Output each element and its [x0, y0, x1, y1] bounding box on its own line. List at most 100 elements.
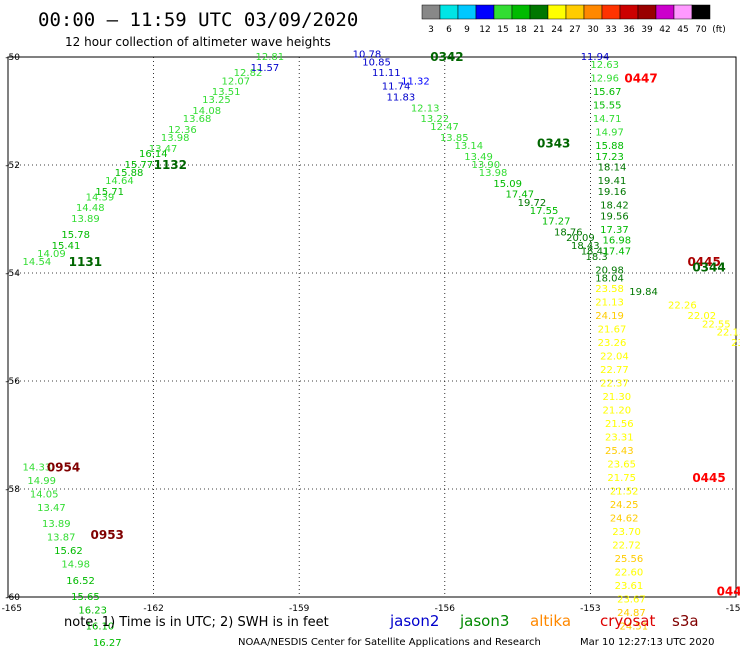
legend-label: 70	[695, 25, 707, 35]
legend-swatch	[439, 4, 459, 20]
y-tick-label: -56	[5, 377, 20, 387]
swh-point: 24.19	[595, 311, 624, 322]
swh-point: 12.81	[256, 52, 285, 63]
swh-point: 13.68	[183, 114, 212, 125]
chart-subtitle: 12 hour collection of altimeter wave hei…	[65, 35, 331, 49]
swh-point: 21.56	[605, 419, 634, 430]
swh-point: 15.77	[124, 160, 153, 171]
satellite-name: s3a	[672, 612, 699, 630]
legend-label: 30	[587, 25, 599, 35]
swh-point: 13.47	[37, 503, 66, 514]
swh-point: 10.78	[353, 49, 382, 60]
swh-point: 23.27	[731, 338, 740, 349]
pass-time-label: 0954	[47, 460, 80, 474]
legend-label: 39	[641, 25, 653, 35]
y-tick-label: -52	[5, 161, 20, 171]
x-tick-label: -156	[435, 604, 456, 614]
swh-point: 16.98	[603, 236, 632, 247]
color-legend: 3 6 9 12 15 18 21 24 27 30 33 36 39 42 45 70 (ft)	[421, 4, 726, 35]
swh-point: 13.85	[440, 133, 469, 144]
legend-label: (ft)	[712, 25, 726, 35]
legend-label: 3	[428, 25, 434, 35]
timestamp-text: Mar 10 12:27:13 UTC 2020	[580, 637, 715, 648]
y-tick-label: -58	[5, 485, 20, 495]
swh-point: 12.13	[411, 103, 440, 114]
swh-point: 18.76	[554, 228, 583, 239]
swh-point: 11.11	[372, 68, 401, 79]
grid-lines	[8, 57, 736, 597]
swh-point: 22.13	[717, 327, 740, 338]
pass-time-label: 0343	[537, 136, 570, 150]
swh-point: 19.41	[598, 176, 627, 187]
swh-point: 16.52	[66, 576, 95, 587]
swh-point: 17.23	[595, 152, 624, 163]
swh-point: 10.85	[362, 57, 391, 68]
legend-label: 27	[569, 25, 580, 35]
swh-point: 12.47	[430, 122, 459, 133]
swh-point: 14.97	[595, 128, 624, 139]
swh-point: 17.55	[530, 206, 559, 217]
legend-label: 42	[659, 25, 670, 35]
pass-time-label: 1132	[154, 158, 187, 172]
pass-time-label: 0445	[687, 255, 720, 269]
legend-swatch	[421, 4, 441, 20]
swh-point: 11.83	[387, 93, 416, 104]
legend-label: 15	[497, 25, 508, 35]
swh-point: 16.14	[139, 149, 168, 160]
swh-point: 17.27	[542, 217, 571, 228]
swh-point: 16.27	[93, 638, 122, 649]
y-tick-label: -60	[5, 593, 20, 603]
legend-swatch	[475, 4, 495, 20]
swh-point: 15.78	[61, 230, 90, 241]
legend-swatch	[673, 4, 693, 20]
swh-point: 14.05	[30, 489, 59, 500]
swh-point: 24.62	[610, 514, 639, 525]
swh-point: 22.02	[687, 311, 716, 322]
time-labels: 1131113203420343044704450344095409530445…	[47, 50, 740, 599]
swh-point: 14.98	[61, 560, 90, 571]
x-tick-label: -165	[2, 604, 22, 614]
legend-swatch	[511, 4, 531, 20]
swh-point: 24.87	[617, 608, 646, 619]
swh-point: 19.16	[598, 187, 627, 198]
swh-point: 19.84	[629, 287, 658, 298]
swh-point: 15.65	[71, 592, 100, 603]
chart-title: 00:00 – 11:59 UTC 03/09/2020	[38, 9, 358, 31]
swh-point: 18.04	[595, 273, 624, 284]
note-text: note: 1) Time is in UTC; 2) SWH is in fe…	[64, 615, 329, 630]
swh-point: 13.98	[479, 168, 508, 179]
swh-point: 21.52	[610, 487, 639, 498]
swh-point: 23.70	[612, 527, 641, 538]
legend-swatch	[601, 4, 621, 20]
swh-point: 20.98	[595, 265, 624, 276]
legend-swatch	[637, 4, 657, 20]
swh-point: 23.26	[598, 338, 627, 349]
swh-point: 22.37	[600, 379, 629, 390]
swh-point: 17.37	[600, 225, 629, 236]
legend-label: 12	[479, 25, 490, 35]
satellite-name: cryosat	[600, 612, 655, 630]
satellite-name: jason2	[389, 612, 439, 630]
legend-label: 33	[605, 25, 616, 35]
legend-swatch	[691, 4, 711, 20]
swh-point: 13.90	[471, 160, 500, 171]
swh-point: 13.22	[421, 114, 450, 125]
swh-point: 12.96	[590, 74, 619, 85]
swh-point: 13.25	[202, 95, 231, 106]
swh-point: 23.61	[615, 581, 644, 592]
swh-point: 18.43	[571, 241, 600, 252]
x-tick-label: -153	[580, 604, 600, 614]
swh-point: 15.67	[593, 87, 622, 98]
swh-point: 22.72	[612, 541, 641, 552]
legend-label: 18	[515, 25, 527, 35]
pass-time-label: 0342	[430, 50, 463, 64]
swh-point: 14.33	[23, 462, 52, 473]
swh-point: 19.72	[518, 198, 547, 209]
swh-point: 12.63	[590, 60, 619, 71]
swh-point: 16.23	[78, 606, 107, 617]
swh-point: 22.26	[668, 300, 697, 311]
swh-point: 24.51	[620, 622, 649, 633]
swh-point: 11.57	[251, 63, 280, 74]
swh-point: 21.30	[603, 392, 632, 403]
satellite-name: jason3	[459, 612, 509, 630]
